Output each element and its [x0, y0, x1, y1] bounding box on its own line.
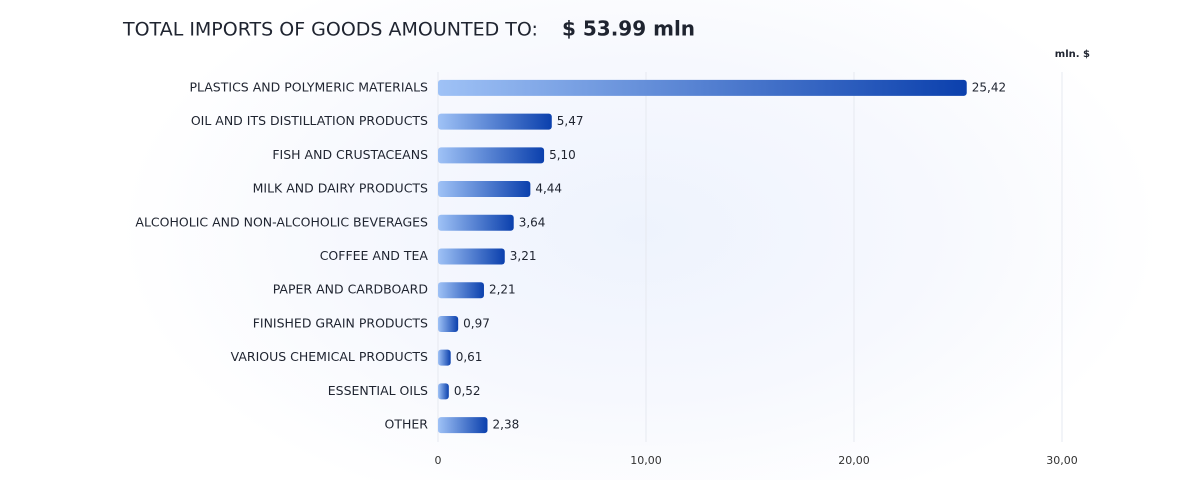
x-tick-label: 0 — [435, 454, 442, 467]
x-tick-label: 20,00 — [838, 454, 870, 467]
bar — [438, 113, 552, 130]
bar — [438, 417, 488, 434]
bar — [438, 181, 531, 198]
value-label: 3,64 — [519, 215, 546, 229]
value-label: 0,61 — [456, 350, 483, 364]
category-label: OIL AND ITS DISTILLATION PRODUCTS — [191, 113, 428, 128]
value-label: 4,44 — [535, 182, 562, 196]
value-label: 0,52 — [454, 384, 481, 398]
unit-label: mln. $ — [1055, 49, 1090, 60]
value-label: 5,10 — [549, 148, 576, 162]
bar — [438, 349, 451, 366]
category-label: PLASTICS AND POLYMERIC MATERIALS — [189, 79, 428, 94]
value-label: 2,21 — [489, 283, 516, 297]
bar — [438, 282, 484, 299]
subtitle: TOTAL IMPORTS OF GOODS AMOUNTED TO: — [122, 19, 538, 41]
category-label: ALCOHOLIC AND NON-ALCOHOLIC BEVERAGES — [135, 214, 428, 229]
category-label: VARIOUS CHEMICAL PRODUCTS — [231, 349, 428, 364]
category-label: PAPER AND CARDBOARD — [273, 282, 428, 297]
bar — [438, 214, 514, 231]
category-label: ESSENTIAL OILS — [328, 383, 428, 398]
value-label: 25,42 — [972, 80, 1006, 94]
category-label: FISH AND CRUSTACEANS — [272, 147, 428, 162]
category-label: FINISHED GRAIN PRODUCTS — [253, 315, 428, 330]
x-tick-label: 30,00 — [1046, 454, 1078, 467]
bar — [438, 79, 967, 96]
value-label: 5,47 — [557, 114, 584, 128]
bar — [438, 315, 459, 332]
category-label: COFFEE AND TEA — [320, 248, 429, 263]
value-label: 0,97 — [463, 316, 490, 330]
total: $ 53.99 mln — [562, 17, 695, 41]
bar — [438, 147, 545, 164]
bar — [438, 383, 449, 400]
bar — [438, 248, 505, 265]
value-label: 3,21 — [510, 249, 537, 263]
category-label: MILK AND DAIRY PRODUCTS — [253, 181, 428, 196]
category-label: OTHER — [385, 417, 429, 432]
x-tick-label: 10,00 — [630, 454, 662, 467]
value-label: 2,38 — [493, 418, 520, 432]
